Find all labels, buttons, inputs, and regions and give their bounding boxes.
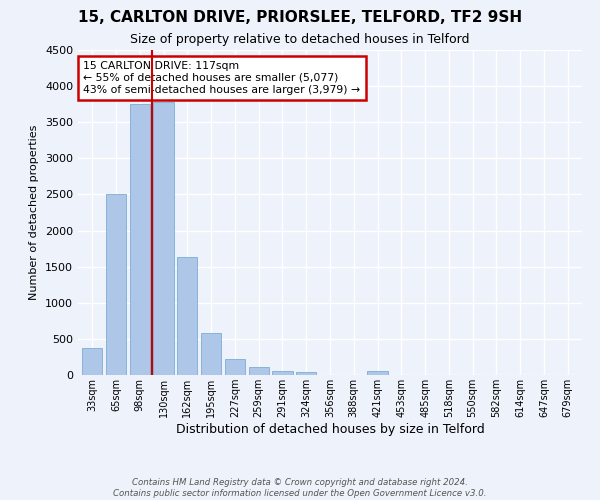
Y-axis label: Number of detached properties: Number of detached properties [29,125,40,300]
Bar [296,372,316,375]
Bar [367,372,388,375]
Bar [201,333,221,375]
Bar [130,104,150,375]
Text: 15, CARLTON DRIVE, PRIORSLEE, TELFORD, TF2 9SH: 15, CARLTON DRIVE, PRIORSLEE, TELFORD, T… [78,10,522,25]
Bar [248,368,269,375]
Text: Size of property relative to detached houses in Telford: Size of property relative to detached ho… [130,32,470,46]
Text: 15 CARLTON DRIVE: 117sqm
← 55% of detached houses are smaller (5,077)
43% of sem: 15 CARLTON DRIVE: 117sqm ← 55% of detach… [83,62,360,94]
Bar [82,348,103,375]
Bar [154,102,173,375]
Bar [106,194,126,375]
X-axis label: Distribution of detached houses by size in Telford: Distribution of detached houses by size … [176,423,484,436]
Bar [225,360,245,375]
Bar [177,256,197,375]
Bar [272,370,293,375]
Text: Contains HM Land Registry data © Crown copyright and database right 2024.
Contai: Contains HM Land Registry data © Crown c… [113,478,487,498]
